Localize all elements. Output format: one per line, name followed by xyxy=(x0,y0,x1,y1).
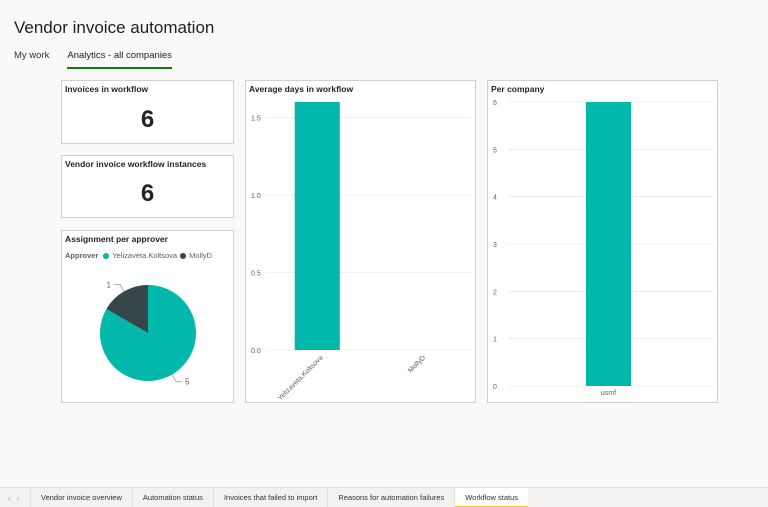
chevron-left-icon[interactable]: ‹ xyxy=(8,493,11,503)
per-company-card[interactable]: Per company 0 1 2 3 4 5 6 usmf xyxy=(487,80,718,403)
instances-count: 6 xyxy=(140,180,155,207)
card-title: Average days in workflow xyxy=(249,84,354,94)
pie-data-label: 1 xyxy=(107,281,112,290)
pie-data-label: 5 xyxy=(185,377,190,386)
card-title: Vendor invoice workflow instances xyxy=(65,159,207,169)
pie-leader-line xyxy=(171,374,182,382)
card-title: Per company xyxy=(491,84,545,94)
page-tab-workflow-status[interactable]: Workflow status xyxy=(454,488,529,507)
page-scroll-arrows: ‹ › xyxy=(8,488,19,507)
x-tick-label: MollyD xyxy=(407,354,427,374)
x-tick-label: Yelizaveta.Koltsova xyxy=(277,354,325,402)
y-tick-label: 0.0 xyxy=(251,348,261,355)
bar-usmf[interactable] xyxy=(585,102,632,386)
legend-item-mollyd[interactable]: MollyD xyxy=(189,251,213,260)
workflow-instances-card[interactable]: Vendor invoice workflow instances 6 xyxy=(61,155,234,218)
card-title: Invoices in workflow xyxy=(65,84,149,94)
average-days-card[interactable]: Average days in workflow 0.0 0.5 1.0 1.5 Yel… xyxy=(245,80,476,403)
chevron-right-icon[interactable]: › xyxy=(16,493,20,503)
view-tabs: My work Analytics - all companies xyxy=(14,48,190,69)
y-tick-label: 0.5 xyxy=(251,271,261,278)
legend-dot-yelizaveta xyxy=(103,252,110,259)
pie-slice-mollyd[interactable] xyxy=(106,285,148,333)
pie-legend: Approver Yelizaveta.Koltsova MollyD xyxy=(65,251,212,260)
card-title: Assignment per approver xyxy=(65,234,168,244)
tab-analytics-all-companies[interactable]: Analytics - all companies xyxy=(67,48,172,69)
y-tick-label: 2 xyxy=(493,289,497,296)
invoices-count: 6 xyxy=(140,106,155,133)
y-tick-label: 1.0 xyxy=(251,193,261,200)
legend-dot-mollyd xyxy=(180,252,187,259)
y-tick-label: 3 xyxy=(493,242,497,249)
page-title: Vendor invoice automation xyxy=(14,18,215,37)
pie-chart: 51 xyxy=(100,281,197,386)
page-tabs: Vendor invoice overview Automation statu… xyxy=(30,488,529,507)
tab-my-work[interactable]: My work xyxy=(14,50,50,61)
page-tab-vendor-invoice-overview[interactable]: Vendor invoice overview xyxy=(30,488,132,507)
assignment-per-approver-card[interactable]: Assignment per approver Approver Yelizav… xyxy=(61,230,234,403)
y-tick-label: 5 xyxy=(493,147,497,154)
y-tick-label: 0 xyxy=(493,384,497,391)
per-company-chart: 0 1 2 3 4 5 6 usmf xyxy=(493,100,713,397)
bar-yelizaveta-koltsova[interactable] xyxy=(294,102,340,350)
pie-slice-yelizaveta-koltsova[interactable] xyxy=(100,285,197,381)
page-tab-reasons-automation-failures[interactable]: Reasons for automation failures xyxy=(327,488,455,507)
legend-title: Approver xyxy=(65,251,99,260)
average-days-chart: 0.0 0.5 1.0 1.5 Yelizaveta.Koltsova MollyD xyxy=(251,102,471,402)
y-tick-label: 1.5 xyxy=(251,116,261,123)
page-tab-automation-status[interactable]: Automation status xyxy=(131,488,213,507)
page-tab-invoices-failed-import[interactable]: Invoices that failed to import xyxy=(212,488,328,507)
x-tick-label: usmf xyxy=(601,390,616,397)
legend-item-yelizaveta[interactable]: Yelizaveta.Koltsova xyxy=(112,251,178,260)
pie-leader-line xyxy=(114,284,125,292)
page-navigation-bar: ‹ › Vendor invoice overview Automation s… xyxy=(0,487,768,507)
y-tick-label: 6 xyxy=(493,100,497,107)
y-tick-label: 4 xyxy=(493,195,497,202)
y-tick-label: 1 xyxy=(493,337,497,344)
invoices-in-workflow-card[interactable]: Invoices in workflow 6 xyxy=(61,80,234,144)
